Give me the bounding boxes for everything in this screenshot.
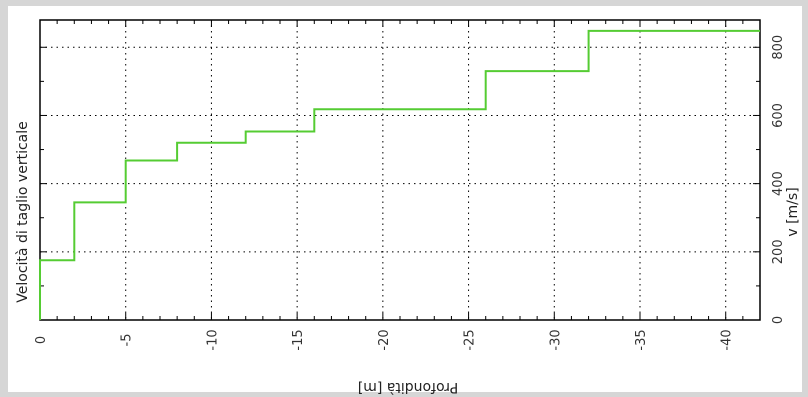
series-line <box>39 29 760 320</box>
y-axis-label: v [m/s] <box>785 187 801 236</box>
y-tick-labels: 0 200 400 600 800 <box>771 35 786 324</box>
x-tick-label: -20 <box>377 329 392 350</box>
y-tick-label: 0 <box>771 316 786 324</box>
x-axis-label: Profondità [m] <box>358 379 458 395</box>
x-tick-label: -35 <box>634 329 649 350</box>
x-tick-label: -25 <box>463 329 478 350</box>
axis-ticks <box>39 20 761 321</box>
series-label: Velocità di taglio verticale <box>15 121 31 302</box>
grid-lines <box>40 20 760 320</box>
y-tick-label: 600 <box>771 103 786 128</box>
x-tick-label: -30 <box>548 329 563 350</box>
x-tick-labels: 0 -5 -10 -15 -20 -25 -30 -35 -40 <box>34 329 735 350</box>
x-tick-label: -10 <box>205 329 220 350</box>
y-tick-label: 400 <box>771 171 786 196</box>
y-tick-label: 200 <box>771 239 786 264</box>
y-tick-label: 800 <box>771 35 786 60</box>
x-tick-label: -5 <box>120 334 135 347</box>
x-tick-label: -40 <box>720 329 735 350</box>
x-tick-label: 0 <box>34 336 49 344</box>
plot-area <box>39 19 761 321</box>
x-tick-label: -15 <box>291 329 306 350</box>
